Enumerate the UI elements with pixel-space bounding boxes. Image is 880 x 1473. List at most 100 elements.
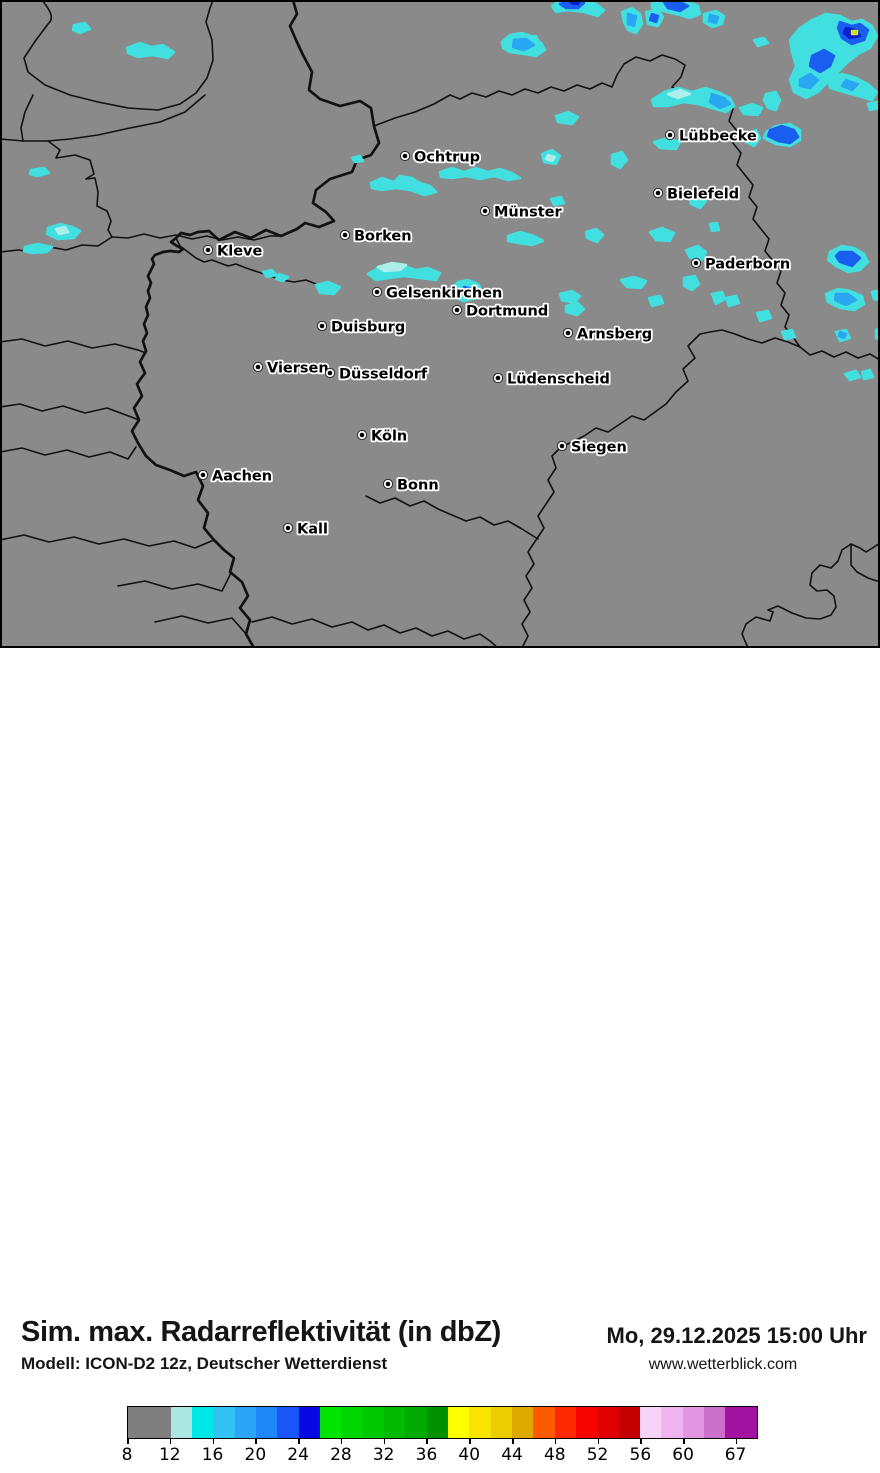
colorbar-tick-label: 20 — [244, 1445, 267, 1465]
radar-echo — [762, 90, 782, 112]
radar-echo — [833, 292, 858, 307]
radar-echo — [549, 195, 566, 207]
website-url: www.wetterblick.com — [648, 1356, 798, 1373]
city-marker-viersen: Viersen — [252, 359, 331, 378]
city-dot-core — [402, 153, 408, 159]
city-dot-core — [565, 330, 571, 336]
radar-echo — [460, 285, 475, 298]
weather-map: Ochtrup Lübbecke Bielefeld Münster Borken Kle… — [0, 0, 880, 648]
radar-echo — [755, 309, 773, 323]
colorbar-segment-14 — [191, 1407, 214, 1438]
city-label: Lüdenscheid — [507, 372, 610, 388]
colorbar-segment-28 — [341, 1407, 363, 1438]
city-label: Lübbecke — [679, 129, 757, 145]
city-label: Viersen — [267, 361, 329, 377]
radar-echo — [808, 48, 836, 74]
city-label: Düsseldorf — [339, 367, 428, 383]
colorbar-tick-label: 24 — [287, 1445, 309, 1465]
city-dot-core — [385, 481, 391, 487]
colorbar-tick — [340, 1439, 343, 1444]
radar-echo — [874, 327, 878, 341]
radar-echo — [554, 110, 580, 126]
radar-echo — [866, 100, 878, 112]
radar-echo — [28, 166, 51, 178]
radar-echo — [564, 301, 586, 317]
radar-echo — [648, 226, 676, 243]
city-dot-core — [454, 307, 460, 313]
radar-echo — [261, 268, 278, 279]
colorbar-tick — [469, 1439, 471, 1444]
radar-echo — [544, 153, 557, 163]
city-dot-core — [285, 525, 291, 531]
city-dot-core — [374, 289, 380, 295]
city-marker-arnsberg: Arnsberg — [562, 325, 654, 344]
city-label: Aachen — [212, 469, 272, 485]
colorbar-tick-label: 56 — [629, 1445, 652, 1465]
reflectivity-colorbar — [127, 1406, 758, 1439]
radar-echo — [843, 369, 862, 382]
state-border — [365, 495, 539, 540]
state-border — [175, 237, 317, 285]
city-marker-duisburg: Duisburg — [316, 318, 407, 337]
radar-map-canvas: Ochtrup Lübbecke Bielefeld Münster Borken Kle… — [2, 2, 878, 646]
state-border — [2, 94, 34, 142]
colorbar-tick — [554, 1439, 557, 1444]
colorbar-tick — [169, 1439, 172, 1444]
radar-echo — [511, 37, 536, 52]
colorbar-tick-label: 40 — [458, 1445, 481, 1465]
city-label: Münster — [494, 205, 562, 221]
colorbar-tick-label: 52 — [586, 1445, 609, 1465]
radar-echo — [710, 290, 727, 306]
radar-echo — [619, 275, 648, 290]
colorbar-tick — [298, 1439, 300, 1444]
radar-echo — [610, 150, 629, 170]
colorbar-segment-34 — [405, 1407, 427, 1438]
colorbar-segment-64 — [725, 1407, 758, 1438]
city-marker-paderborn: Paderborn — [690, 255, 792, 274]
colorbar-segment-40 — [469, 1407, 491, 1438]
colorbar-segment-42 — [490, 1407, 512, 1438]
colorbar-segment-48 — [554, 1407, 576, 1438]
colorbar-segment-24 — [298, 1407, 320, 1438]
forecast-datetime: Mo, 29.12.2025 15:00 Uhr — [606, 1323, 867, 1348]
radar-echo — [647, 294, 665, 308]
colorbar-tick — [735, 1439, 738, 1444]
country-border — [130, 2, 381, 646]
colorbar-tick — [255, 1439, 257, 1444]
radar-echo — [652, 136, 682, 151]
city-marker-koeln: Köln — [356, 427, 409, 446]
colorbar-segment-56 — [639, 1407, 662, 1438]
colorbar-segment-26 — [319, 1407, 342, 1438]
radar-echo — [626, 12, 638, 28]
colorbar-segment-12 — [170, 1407, 192, 1438]
radar-echo — [274, 272, 290, 283]
city-marker-bonn: Bonn — [382, 476, 440, 495]
city-label: Dortmund — [466, 304, 548, 320]
colorbar-segment-50 — [575, 1407, 598, 1438]
radar-echo — [860, 368, 875, 381]
radar-echo — [840, 78, 860, 92]
colorbar-tick — [640, 1439, 642, 1444]
city-marker-bielefeld: Bielefeld — [652, 185, 741, 204]
colorbar-tick — [212, 1439, 215, 1444]
colorbar-segment-62 — [703, 1407, 726, 1438]
radar-echo — [684, 244, 708, 262]
city-label: Siegen — [571, 440, 627, 456]
radar-echo — [662, 2, 690, 13]
radar-echo — [870, 289, 878, 301]
city-dot-core — [205, 247, 211, 253]
model-info: Modell: ICON-D2 12z, Deutscher Wetterdie… — [21, 1354, 388, 1373]
state-border — [111, 233, 282, 241]
city-label: Paderborn — [705, 257, 790, 273]
city-marker-luebbecke: Lübbecke — [664, 127, 759, 146]
city-dot-core — [359, 432, 365, 438]
city-label: Gelsenkirchen — [386, 286, 502, 302]
radar-echo — [837, 330, 848, 340]
radar-echo — [682, 274, 701, 292]
city-dot-core — [693, 260, 699, 266]
state-border — [117, 572, 232, 592]
city-marker-kleve: Kleve — [202, 242, 264, 261]
radar-echo — [708, 221, 721, 233]
state-border — [2, 338, 147, 354]
colorbar-tick — [597, 1439, 600, 1444]
